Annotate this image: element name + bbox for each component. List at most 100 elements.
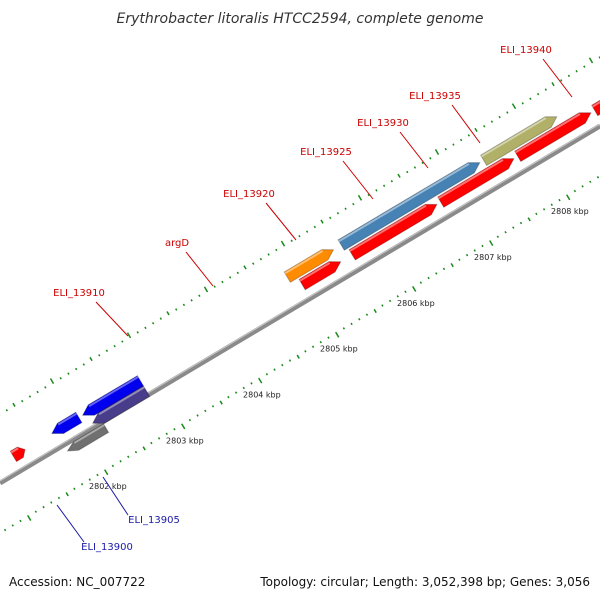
tick-mark-upper [313,225,316,229]
tick-mark-upper [203,286,209,293]
tick-mark-lower [404,290,407,294]
tick-mark-upper [551,82,555,87]
gene-arrow-gray[interactable] [66,423,110,452]
cds-arrow-forward-highlight [299,262,331,282]
tick-mark-lower [296,354,300,359]
tick-mark-lower [496,235,500,239]
tick-label: 2806 kbp [397,299,435,308]
gene-arrow-eli-13900-highlight [57,412,78,426]
tick-mark-lower [489,240,494,247]
gene-label-eli-13930[interactable]: ELI_13930 [357,118,409,129]
gene-arrow-eli-13920[interactable] [479,116,558,167]
tick-mark-lower [596,175,600,179]
tick-mark-lower [450,263,454,268]
tick-mark-lower [188,418,192,422]
tick-mark-lower [119,460,122,463]
tick-mark-lower [96,473,99,477]
gene-arrow-eli-13905[interactable] [81,375,145,416]
tick-mark-upper [89,356,93,362]
tick-mark-lower [519,221,523,225]
gene-label-eli-13900[interactable]: ELI_13900 [81,542,133,553]
tick-mark-lower [57,496,61,500]
tick-mark-upper [166,311,170,316]
tick-label: 2805 kbp [320,345,358,354]
gene-arrow-eli-13910[interactable] [283,249,335,283]
tick-mark-upper [406,170,409,174]
tick-mark-lower [558,198,561,202]
tick-mark-lower [234,391,238,394]
cds-arrow-forward[interactable] [348,203,438,261]
tick-mark-lower [573,189,577,193]
tick-mark-upper [275,248,278,252]
tick-mark-lower [273,368,276,371]
tick-mark-upper [357,194,363,201]
tick-layer: 2802 kbp 2803 kbp 2804 kbp 2805 kbp 2806 kbp… [0,56,600,532]
gene-label-argd[interactable]: argD [165,238,189,249]
tick-mark-upper [144,326,147,330]
gene-label-eli-13920[interactable]: ELI_13920 [223,189,275,200]
tick-mark-lower [589,180,592,184]
cds-arrow-forward-highlight [437,158,504,200]
gene-arrow-dark-slate[interactable] [91,385,151,424]
tick-mark-upper [490,120,494,123]
gene-arrow-eli-13900[interactable] [51,411,83,434]
tick-mark-lower [19,519,22,523]
tick-mark-upper [228,276,232,279]
tick-mark-lower [427,276,430,280]
accession-text: Accession: NC_007722 [9,575,145,589]
tick-mark-upper [536,92,540,96]
leader-line [342,160,374,200]
gene-label-eli-13940[interactable]: ELI_13940 [500,45,552,56]
cds-arrow-fragment[interactable] [9,446,26,463]
tick-mark-lower [365,313,369,316]
tick-mark-lower [265,373,269,376]
tick-mark-upper [267,253,270,256]
tick-mark-lower [566,194,571,201]
tick-mark-upper [44,386,47,389]
gene-label-eli-13935[interactable]: ELI_13935 [409,91,461,102]
gene-arrow-argd[interactable] [337,162,481,251]
gene-label-eli-13925[interactable]: ELI_13925 [300,147,352,158]
gene-label-eli-13910[interactable]: ELI_13910 [53,288,105,299]
tick-mark-upper [74,367,78,371]
tick-mark-lower [127,455,130,458]
cds-arrow-forward[interactable] [591,92,600,117]
tick-mark-lower [288,359,292,362]
tick-mark-lower [150,441,153,445]
tick-mark-lower [381,304,384,307]
tick-mark-lower [504,230,507,234]
tick-mark-lower [196,414,199,417]
tick-mark-lower [3,528,7,532]
tick-mark-upper [21,399,24,403]
tick-mark-lower [396,295,399,298]
tick-mark-lower [512,226,515,229]
tick-mark-upper [12,402,16,407]
tick-mark-upper [575,70,578,73]
tick-mark-upper [82,363,85,366]
tick-mark-upper [583,65,586,68]
tick-mark-lower [527,217,531,222]
tick-mark-upper [28,395,32,398]
cds-arrow-forward[interactable] [298,261,342,291]
tick-mark-lower [581,185,584,188]
tick-mark-upper [421,161,424,165]
cds-arrow-forward[interactable] [514,112,592,163]
tick-mark-lower [211,405,215,408]
tick-mark-upper [521,102,524,105]
tick-mark-lower [11,524,14,527]
tick-mark-lower [42,505,45,509]
gene-label-eli-13905[interactable]: ELI_13905 [128,515,180,526]
tick-mark-lower [134,450,138,454]
cds-arrow-forward[interactable] [437,158,515,208]
tick-mark-lower [173,427,176,431]
tick-mark-upper [544,88,547,91]
tick-mark-lower [181,423,186,430]
tick-mark-lower [281,363,284,367]
tick-mark-upper [529,97,532,100]
cds-arrow-fragment-highlight [10,447,19,454]
tick-mark-upper [397,173,401,178]
tick-mark-upper [213,285,216,288]
tick-mark-lower [465,253,469,257]
